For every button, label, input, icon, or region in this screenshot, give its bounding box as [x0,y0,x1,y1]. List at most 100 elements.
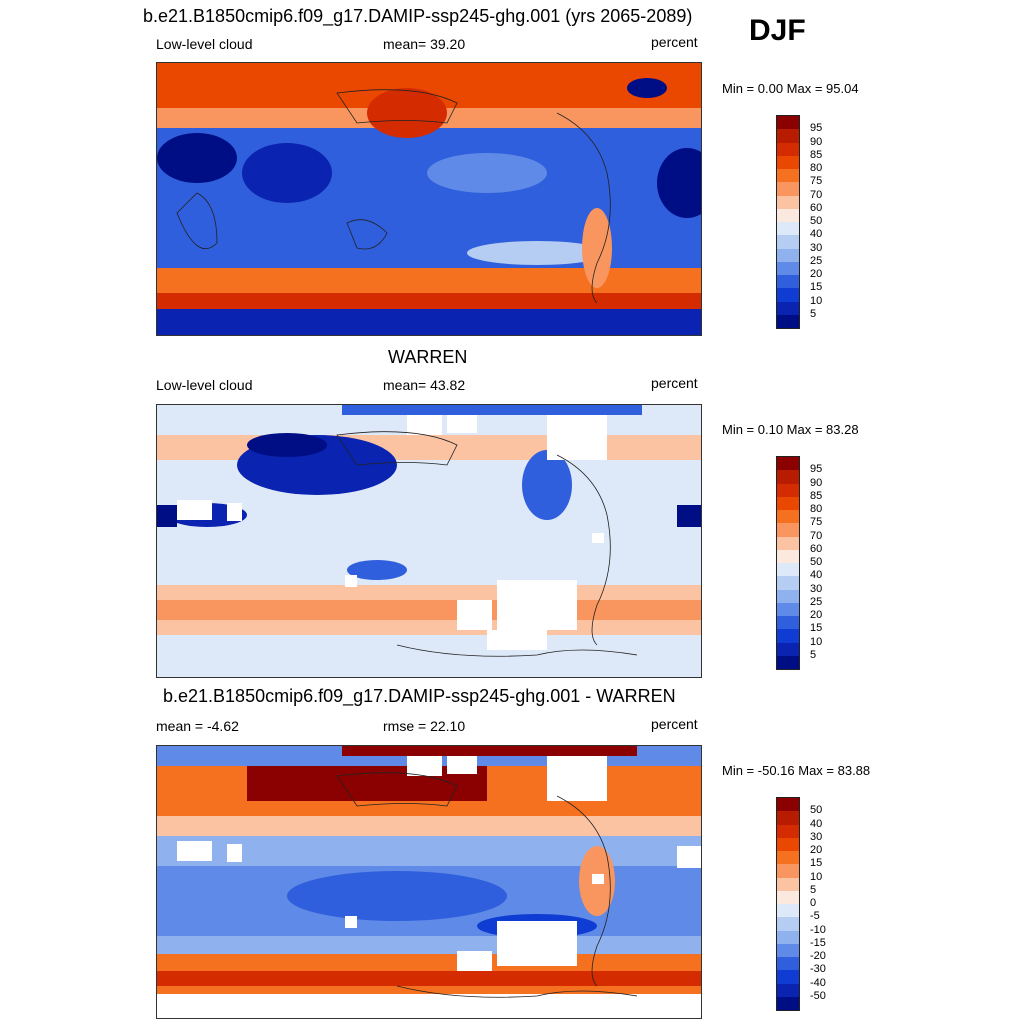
colorbar-swatch [777,235,799,249]
colorbar-tick-label: 40 [810,817,823,830]
colorbar-tick-label: 80 [810,503,823,515]
colorbar-swatch [777,248,799,262]
colorbar-tick-label: 70 [810,529,823,542]
colorbar-tick-label: 25 [810,595,823,608]
colorbar-swatch [777,314,799,328]
colorbar-swatch [777,549,799,563]
panel1-left-label: Low-level cloud [156,36,253,52]
colorbar-swatch [777,616,799,630]
panel3-colorbar-swatches [777,798,799,1010]
colorbar-tick-label: 15 [810,622,823,635]
colorbar-swatch [777,208,799,222]
colorbar-swatch [777,798,799,812]
colorbar-swatch [777,142,799,156]
panel3-left-label: mean = -4.62 [156,718,239,734]
panel1-units-label: percent [651,34,698,50]
season-label: DJF [749,14,806,47]
panel3-units-label: percent [651,716,698,732]
panel3-colorbar-labels: 50 40 30 20 15 10 5 0 -5 -10 -15 -20 -30 -40 -50 [810,797,840,1011]
colorbar-swatch [777,837,799,851]
panel2-colorbar [776,456,800,670]
colorbar-swatch [777,116,799,130]
colorbar-tick-label: 10 [810,635,823,648]
colorbar-tick-label: 30 [810,830,823,843]
colorbar-tick-label: 5 [810,307,817,320]
colorbar-tick-label: 0 [810,897,817,909]
colorbar-tick-label: 15 [810,857,823,870]
panel1-map [156,62,702,336]
colorbar-swatch [777,877,799,891]
colorbar-tick-label: -50 [810,989,826,1002]
colorbar-swatch [777,957,799,971]
colorbar-tick-label: 10 [810,870,823,883]
colorbar-swatch [777,261,799,275]
colorbar-tick-label: 75 [810,175,823,188]
colorbar-tick-label: 30 [810,241,823,254]
colorbar-tick-label: 85 [810,148,823,161]
colorbar-tick-label: 60 [810,542,823,555]
colorbar-swatch [777,169,799,183]
colorbar-swatch [777,983,799,997]
colorbar-swatch [777,917,799,931]
colorbar-swatch [777,602,799,616]
colorbar-swatch [777,864,799,878]
colorbar-tick-label: -40 [810,976,826,989]
colorbar-tick-label: 20 [810,609,823,621]
colorbar-tick-label: 95 [810,463,823,476]
colorbar-swatch [777,930,799,944]
colorbar-swatch [777,523,799,537]
panel1-colorbar [776,115,800,329]
colorbar-swatch [777,195,799,209]
panel2-minmax: Min = 0.10 Max = 83.28 [722,422,859,437]
panel3-colorbar [776,797,800,1011]
panel2-units-label: percent [651,375,698,391]
colorbar-tick-label: 20 [810,268,823,280]
colorbar-swatch [777,824,799,838]
colorbar-swatch [777,629,799,643]
panel1-colorbar-labels: 95 90 85 80 75 70 60 50 40 30 25 20 15 10 5 [810,115,840,329]
colorbar-tick-label: 5 [810,883,817,896]
colorbar-tick-label: -10 [810,923,826,936]
panel2-colorbar-labels: 95 90 85 80 75 70 60 50 40 30 25 20 15 10 5 [810,456,840,670]
colorbar-tick-label: 15 [810,281,823,294]
panel1-minmax: Min = 0.00 Max = 95.04 [722,81,859,96]
colorbar-swatch [777,182,799,196]
colorbar-swatch [777,536,799,550]
panel3-title: b.e21.B1850cmip6.f09_g17.DAMIP-ssp245-gh… [163,686,676,706]
colorbar-swatch [777,851,799,865]
panel2-left-label: Low-level cloud [156,377,253,393]
colorbar-tick-label: 25 [810,254,823,267]
panel1-colorbar-swatches [777,116,799,328]
colorbar-swatch [777,655,799,669]
colorbar-tick-label: 50 [810,556,823,568]
panel3-map [156,745,702,1019]
colorbar-swatch [777,155,799,169]
colorbar-swatch [777,470,799,484]
colorbar-tick-label: 40 [810,228,823,241]
colorbar-swatch [777,457,799,471]
colorbar-tick-label: 85 [810,489,823,502]
colorbar-swatch [777,510,799,524]
colorbar-swatch [777,996,799,1010]
colorbar-swatch [777,642,799,656]
colorbar-tick-label: 10 [810,294,823,307]
colorbar-swatch [777,483,799,497]
colorbar-swatch [777,275,799,289]
colorbar-swatch [777,811,799,825]
colorbar-tick-label: 60 [810,201,823,214]
colorbar-tick-label: 20 [810,844,823,856]
colorbar-swatch [777,301,799,315]
colorbar-tick-label: 50 [810,804,823,817]
colorbar-swatch [777,288,799,302]
colorbar-tick-label: 30 [810,582,823,595]
panel3-minmax: Min = -50.16 Max = 83.88 [722,763,871,778]
colorbar-swatch [777,129,799,143]
panel2-center-label: mean= 43.82 [383,377,466,393]
panel2-colorbar-swatches [777,457,799,669]
colorbar-tick-label: 95 [810,122,823,135]
colorbar-swatch [777,576,799,590]
colorbar-tick-label: 90 [810,135,823,148]
colorbar-swatch [777,904,799,918]
colorbar-tick-label: -5 [810,910,820,923]
colorbar-swatch [777,970,799,984]
